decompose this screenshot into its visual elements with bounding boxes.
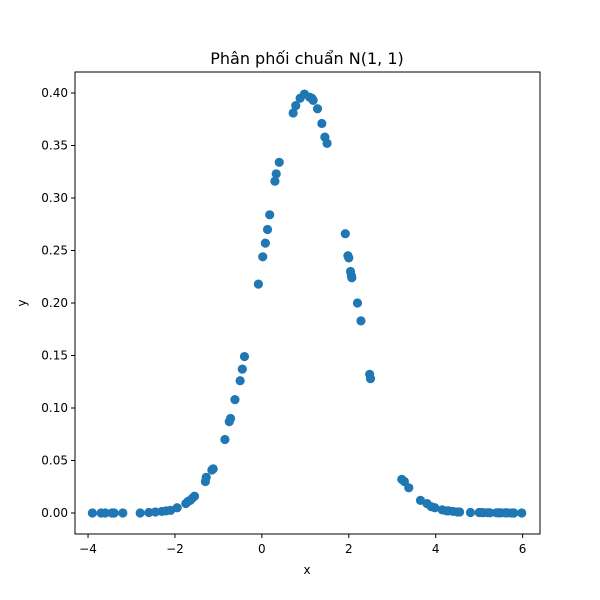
data-point: [517, 508, 527, 518]
data-point: [322, 138, 332, 148]
y-tick-label: 0.20: [41, 296, 68, 310]
plot-frame: [74, 71, 541, 535]
data-point: [262, 224, 273, 235]
data-point: [270, 176, 280, 186]
data-point: [201, 472, 211, 482]
data-point: [485, 508, 495, 518]
data-point: [340, 229, 350, 239]
data-point: [239, 351, 250, 362]
data-point: [100, 508, 111, 518]
data-point: [189, 491, 200, 501]
data-point: [253, 279, 263, 289]
data-point: [258, 252, 268, 262]
data-point: [109, 508, 119, 518]
x-tick-label: 2: [345, 542, 353, 556]
y-axis-label: y: [15, 299, 29, 306]
data-point: [365, 374, 376, 384]
x-axis-ticks: −4 −2 0 2 4 6: [79, 534, 526, 556]
x-tick-label: 0: [258, 542, 266, 556]
chart-title: Phân phối chuẩn N(1, 1): [210, 49, 404, 68]
data-point: [237, 364, 247, 374]
y-tick-label: 0.15: [41, 349, 68, 363]
data-point: [455, 507, 465, 517]
x-axis-label: x: [303, 563, 310, 577]
data-point: [312, 104, 323, 114]
data-point: [352, 298, 363, 308]
data-point: [87, 508, 97, 518]
data-point: [274, 157, 284, 167]
data-point: [235, 376, 245, 386]
data-point: [118, 508, 128, 518]
data-point: [230, 395, 240, 405]
y-tick-label: 0.35: [41, 139, 68, 153]
data-points: [87, 89, 527, 518]
data-point: [271, 169, 281, 179]
data-point: [465, 507, 476, 518]
data-point: [265, 210, 275, 220]
y-axis-ticks: 0.00 0.05 0.10 0.15 0.20 0.25 0.30 0.35 0.40: [41, 86, 75, 520]
data-point: [225, 413, 236, 424]
data-point: [291, 101, 301, 111]
data-point: [509, 508, 519, 518]
x-tick-label: −2: [166, 542, 184, 556]
x-tick-label: 4: [432, 542, 440, 556]
data-point: [220, 434, 230, 445]
data-point: [288, 108, 298, 118]
y-tick-label: 0.00: [41, 506, 68, 520]
y-tick-label: 0.05: [41, 454, 68, 468]
data-point: [208, 464, 218, 474]
x-tick-label: 6: [519, 542, 527, 556]
x-tick-label: −4: [79, 542, 97, 556]
data-point: [260, 238, 270, 248]
data-point: [308, 95, 318, 105]
data-point: [347, 273, 357, 283]
data-point: [404, 483, 414, 493]
data-point: [356, 316, 366, 326]
data-point: [344, 253, 354, 263]
data-point: [430, 503, 440, 513]
data-point: [172, 503, 182, 513]
y-tick-label: 0.40: [41, 86, 68, 100]
y-tick-label: 0.25: [41, 244, 68, 258]
y-tick-label: 0.10: [41, 401, 68, 415]
data-point: [135, 508, 145, 518]
y-tick-label: 0.30: [41, 191, 68, 205]
data-point: [317, 118, 327, 129]
